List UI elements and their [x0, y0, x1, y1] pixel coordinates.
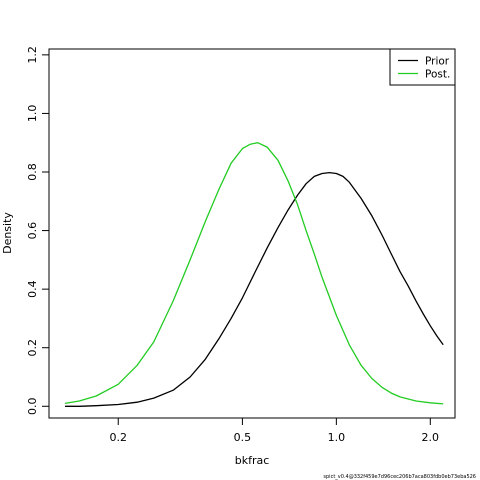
- y-tick-label: 0.0: [26, 398, 39, 416]
- y-axis: 0.0 0.2 0.4 0.6 0.8 1.0 1.2: [26, 46, 49, 415]
- legend-box: [389, 48, 456, 86]
- series-layer: [64, 142, 444, 407]
- x-tick-label: 2.0: [422, 431, 440, 444]
- x-tick-label: 0.5: [234, 431, 252, 444]
- x-tick-label: 0.2: [109, 431, 127, 444]
- series-line-prior: [65, 171, 444, 407]
- series-line-post: [64, 142, 444, 405]
- legend-label-post: Post.: [425, 69, 450, 81]
- y-tick-label: 0.6: [26, 222, 39, 240]
- x-axis: 0.2 0.5 1.0 2.0: [109, 418, 439, 444]
- plot-frame: [48, 48, 456, 419]
- y-tick-label: 1.0: [26, 105, 39, 123]
- y-axis-title: Density: [1, 212, 14, 254]
- legend: Prior Post.: [389, 48, 456, 86]
- y-tick-label: 0.2: [26, 339, 39, 357]
- version-footnote: spict_v0.4@332f459e7d96cec206b7aca803fdb…: [323, 474, 476, 480]
- y-tick-label: 0.4: [26, 280, 39, 298]
- legend-label-prior: Prior: [425, 56, 450, 68]
- y-tick-label: 1.2: [26, 46, 39, 64]
- y-tick-label: 0.8: [26, 163, 39, 181]
- x-tick-label: 1.0: [328, 431, 346, 444]
- x-axis-title: bkfrac: [235, 454, 270, 467]
